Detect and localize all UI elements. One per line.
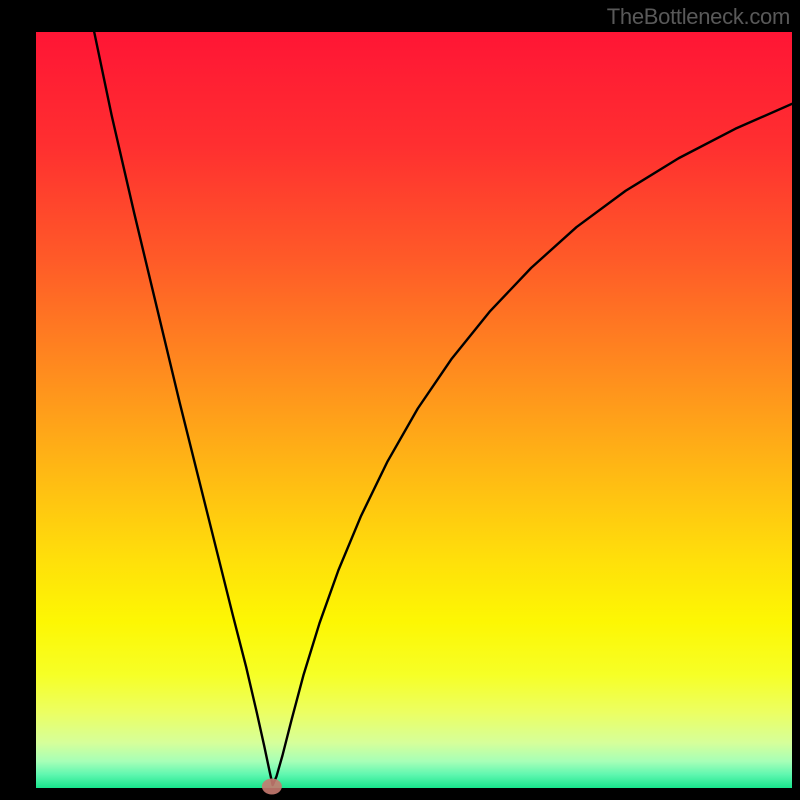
bottleneck-chart	[0, 0, 800, 800]
chart-stage: TheBottleneck.com	[0, 0, 800, 800]
plot-background	[36, 32, 792, 788]
watermark-text: TheBottleneck.com	[607, 4, 790, 30]
minimum-marker	[262, 778, 282, 794]
